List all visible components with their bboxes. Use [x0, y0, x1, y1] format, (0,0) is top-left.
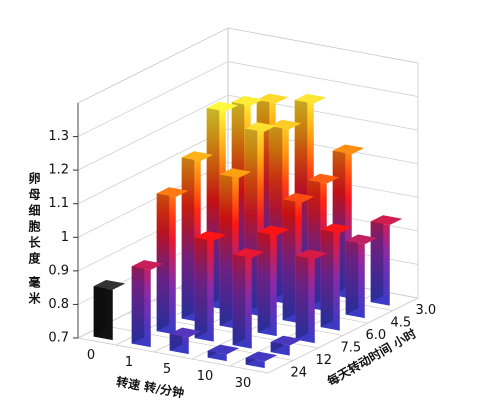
bar-side-shade: [295, 249, 309, 340]
bar-top: [93, 280, 126, 290]
bar: [207, 344, 240, 362]
bar-side: [219, 168, 233, 326]
bar-side-shade: [320, 223, 334, 328]
bar-side-shade: [370, 215, 384, 303]
y-tick-label: 4.5: [391, 315, 412, 330]
bar-side: [194, 231, 208, 339]
bar-top: [156, 187, 189, 197]
bar-top: [257, 225, 290, 236]
bar-side-shade: [345, 234, 359, 315]
y-tick-label: 6.0: [366, 328, 387, 343]
bar-top: [231, 96, 264, 106]
bar-side-shade: [219, 168, 233, 326]
bar: [169, 327, 202, 355]
bar-top: [282, 193, 315, 203]
bar: [320, 223, 353, 331]
bar-side: [295, 249, 309, 340]
y-tick-label: 12: [316, 353, 333, 368]
bar-side: [232, 248, 246, 346]
bar-top: [169, 327, 202, 338]
bar-side-shade: [232, 248, 246, 346]
bar: [295, 249, 328, 344]
bar-top: [206, 101, 239, 112]
grid-line: [77, 61, 419, 137]
bar-top: [269, 119, 302, 130]
bar-top: [207, 344, 240, 355]
bar: [93, 280, 126, 341]
bar: [370, 215, 403, 306]
bar: [282, 193, 315, 324]
z-tick-label: 1.1: [48, 196, 69, 211]
bar-top: [256, 93, 289, 104]
z-tick-label: 0.8: [48, 297, 69, 312]
bar-side-shade: [257, 225, 271, 333]
z-tick-label: 1: [61, 230, 69, 245]
bar-top: [270, 335, 303, 346]
bar-side-shade: [131, 260, 145, 344]
bar-top: [131, 260, 164, 270]
bar: [131, 260, 164, 348]
bar: [156, 187, 189, 335]
bar-top: [244, 122, 277, 132]
z-tick-label: 0.7: [48, 331, 69, 346]
x-tick-label: 0: [87, 348, 95, 363]
bar: [345, 234, 378, 319]
z-tick-label: 1.2: [48, 163, 69, 178]
bar-side-shade: [194, 231, 208, 339]
grid-line: [77, 94, 419, 171]
x-axis-label: 转速 转/分钟: [115, 374, 185, 401]
z-tick-label: 1.3: [48, 129, 69, 144]
x-tick-label: 30: [235, 376, 252, 391]
y-tick-label: 7.5: [341, 340, 362, 355]
grid-line: [77, 161, 419, 238]
bar-top: [294, 93, 327, 104]
bar-side: [156, 187, 170, 332]
bar-side-shade: [282, 193, 296, 321]
bar: [194, 231, 227, 342]
bar-side: [93, 280, 107, 337]
z-axis-label: 卵母细胞长度 毫米: [27, 171, 41, 309]
bar-side: [345, 234, 359, 315]
y-tick-label: 3.0: [416, 303, 437, 318]
bar-top: [320, 223, 353, 234]
y-tick-label: 24: [291, 365, 308, 380]
bar-top: [181, 151, 214, 161]
bar: [270, 335, 303, 356]
x-tick-label: 5: [163, 362, 171, 377]
bar-side: [131, 260, 145, 344]
z-tick-label: 0.9: [48, 263, 69, 278]
x-tick-label: 1: [125, 355, 133, 370]
bar: [245, 351, 278, 369]
bar-side-shade: [181, 151, 195, 319]
bar-top: [295, 249, 328, 260]
bar-side: [370, 215, 384, 303]
bar-top: [245, 351, 278, 362]
bar-top: [307, 173, 340, 184]
bar-top: [232, 248, 265, 258]
bar-top: [370, 215, 403, 226]
bar: [257, 225, 290, 337]
bar-top: [345, 234, 378, 245]
bar: [232, 248, 265, 349]
bar-side: [181, 151, 195, 319]
x-tick-label: 10: [197, 369, 214, 384]
bar-side-shade: [93, 280, 107, 337]
bar-top: [194, 231, 227, 241]
bar-side: [282, 193, 296, 321]
bar-side-shade: [156, 187, 170, 332]
bar-side: [320, 223, 334, 328]
bar-top: [332, 144, 365, 155]
bar-top: [219, 168, 252, 179]
